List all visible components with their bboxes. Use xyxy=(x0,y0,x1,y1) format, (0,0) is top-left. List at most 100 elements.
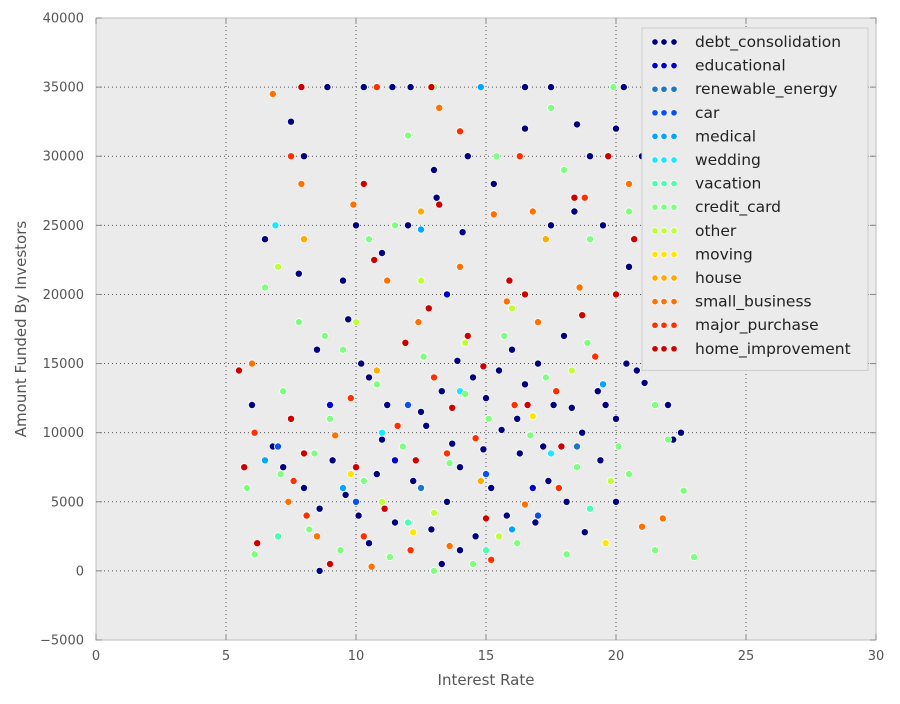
scatter-point xyxy=(528,483,537,492)
scatter-point xyxy=(276,470,285,479)
scatter-point xyxy=(377,428,386,437)
legend-marker xyxy=(660,38,668,46)
scatter-point xyxy=(416,483,425,492)
legend-marker xyxy=(670,298,678,306)
legend-item: vacation xyxy=(651,175,761,193)
scatter-point xyxy=(580,193,589,202)
scatter-point xyxy=(268,90,277,99)
scatter-point xyxy=(515,152,524,161)
scatter-point xyxy=(453,356,462,365)
scatter-point xyxy=(341,490,350,499)
legend-marker xyxy=(660,180,668,188)
scatter-point xyxy=(476,476,485,485)
legend-label: renewable_energy xyxy=(695,80,838,99)
scatter-point xyxy=(409,528,418,537)
scatter-point xyxy=(351,221,360,230)
scatter-point xyxy=(523,400,532,409)
scatter-point xyxy=(560,165,569,174)
scatter-point xyxy=(502,511,511,520)
scatter-point xyxy=(401,338,410,347)
scatter-point xyxy=(521,290,530,299)
scatter-point xyxy=(458,228,467,237)
scatter-point xyxy=(383,400,392,409)
scatter-point xyxy=(242,483,251,492)
scatter-point xyxy=(612,497,621,506)
scatter-point xyxy=(591,352,600,361)
y-tick-label: 5000 xyxy=(51,495,84,510)
scatter-point xyxy=(390,221,399,230)
scatter-point xyxy=(284,497,293,506)
scatter-point xyxy=(403,221,412,230)
scatter-point xyxy=(664,435,673,444)
legend-marker xyxy=(670,321,678,329)
scatter-point xyxy=(690,553,699,562)
legend-marker xyxy=(660,321,668,329)
scatter-point xyxy=(521,500,530,509)
scatter-point xyxy=(528,207,537,216)
scatter-point xyxy=(507,525,516,534)
scatter-point xyxy=(455,127,464,136)
scatter-point xyxy=(531,518,540,527)
scatter-point xyxy=(286,152,295,161)
scatter-point xyxy=(377,435,386,444)
scatter-point xyxy=(294,318,303,327)
scatter-point xyxy=(325,400,334,409)
scatter-point xyxy=(578,428,587,437)
y-tick-label: 25000 xyxy=(43,219,84,234)
scatter-point xyxy=(570,207,579,216)
scatter-point xyxy=(305,525,314,534)
scatter-point xyxy=(260,283,269,292)
legend-label: other xyxy=(695,222,737,240)
scatter-point xyxy=(370,255,379,264)
legend-item: small_business xyxy=(651,293,812,312)
scatter-point xyxy=(604,152,613,161)
legend-item: medical xyxy=(651,127,756,145)
scatter-point xyxy=(505,276,514,285)
scatter-point xyxy=(331,431,340,440)
legend-marker xyxy=(651,62,659,70)
scatter-point xyxy=(463,152,472,161)
scatter-point xyxy=(429,566,438,575)
scatter-point xyxy=(424,304,433,313)
legend-label: moving xyxy=(695,245,753,263)
scatter-point xyxy=(364,539,373,548)
scatter-point xyxy=(325,414,334,423)
scatter-point xyxy=(390,456,399,465)
scatter-point xyxy=(625,179,634,188)
legend-marker xyxy=(660,156,668,164)
legend-marker xyxy=(670,109,678,117)
legend-label: car xyxy=(695,104,720,122)
scatter-point xyxy=(271,221,280,230)
scatter-point xyxy=(320,331,329,340)
scatter-point xyxy=(359,476,368,485)
scatter-point xyxy=(357,359,366,368)
scatter-point xyxy=(494,366,503,375)
scatter-point xyxy=(547,103,556,112)
legend-marker xyxy=(670,38,678,46)
scatter-point xyxy=(442,497,451,506)
scatter-point xyxy=(487,555,496,564)
scatter-point xyxy=(586,235,595,244)
scatter-point xyxy=(562,497,571,506)
scatter-point xyxy=(586,152,595,161)
scatter-point xyxy=(664,400,673,409)
scatter-point xyxy=(534,318,543,327)
scatter-point xyxy=(481,394,490,403)
scatter-point xyxy=(510,400,519,409)
scatter-point xyxy=(372,366,381,375)
legend-item: wedding xyxy=(651,151,761,169)
scatter-point xyxy=(432,193,441,202)
scatter-point xyxy=(372,470,381,479)
scatter-point xyxy=(630,235,639,244)
series-car xyxy=(273,400,543,520)
scatter-point xyxy=(442,290,451,299)
scatter-point xyxy=(377,497,386,506)
y-tick-label: 35000 xyxy=(43,81,84,96)
scatter-point xyxy=(609,83,618,92)
legend-marker xyxy=(670,227,678,235)
scatter-point xyxy=(606,476,615,485)
scatter-point xyxy=(547,221,556,230)
legend-marker xyxy=(651,180,659,188)
scatter-point xyxy=(328,456,337,465)
scatter-point xyxy=(526,431,535,440)
